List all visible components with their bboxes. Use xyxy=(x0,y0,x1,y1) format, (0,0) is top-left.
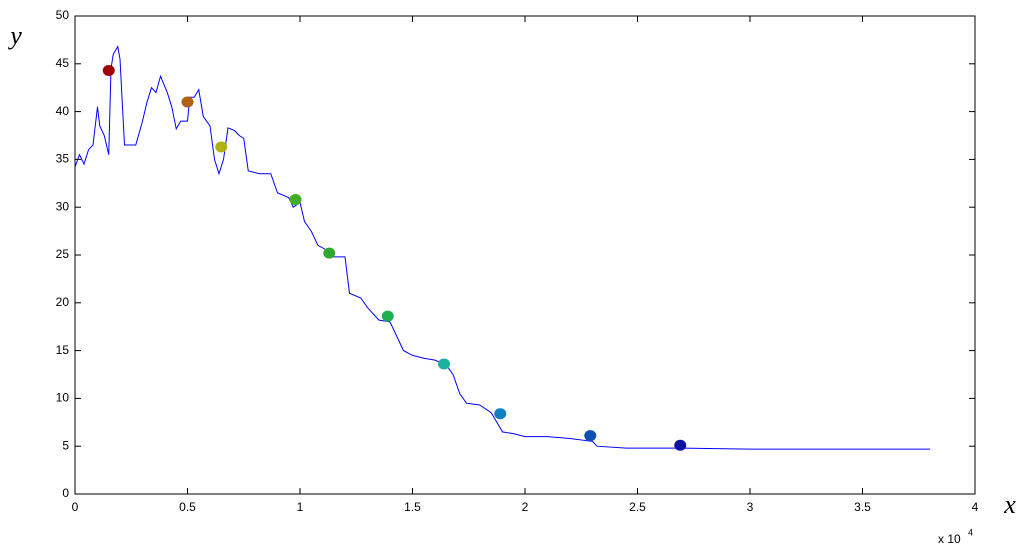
data-point xyxy=(181,96,194,108)
x-tick-label: 2.5 xyxy=(629,500,646,514)
data-point xyxy=(494,408,507,420)
data-point xyxy=(102,64,115,76)
y-tick-label: 0 xyxy=(62,486,69,500)
x-tick-label: 3.5 xyxy=(854,500,871,514)
data-point xyxy=(438,358,450,370)
plot-frame xyxy=(74,15,976,495)
data-point xyxy=(674,439,687,451)
y-tick-label: 5 xyxy=(62,438,69,452)
y-tick-label: 30 xyxy=(56,199,70,213)
x-tick-label: 3 xyxy=(747,500,754,514)
x-axis-label: x xyxy=(1003,490,1016,519)
x-tick-label: 2 xyxy=(522,500,529,514)
y-tick-label: 35 xyxy=(56,152,70,166)
y-tick-label: 25 xyxy=(56,247,70,261)
data-line xyxy=(74,45,930,450)
data-point xyxy=(381,310,394,322)
data-point xyxy=(584,430,597,442)
x-tick-label: 0.5 xyxy=(179,500,196,514)
x-tick-label: 1 xyxy=(297,500,304,514)
y-tick-label: 10 xyxy=(56,391,70,405)
y-tick-label: 20 xyxy=(56,295,70,309)
data-point xyxy=(323,247,336,259)
x-tick-label: 1.5 xyxy=(404,500,421,514)
data-point xyxy=(289,194,302,206)
y-tick-label: 50 xyxy=(56,8,70,22)
y-axis-label: y xyxy=(7,21,22,50)
x-offset-exponent: 4 xyxy=(968,527,973,537)
x-tick-label: 4 xyxy=(972,500,979,514)
data-point xyxy=(215,141,228,153)
y-tick-label: 15 xyxy=(56,343,70,357)
x-offset-text: x 10 xyxy=(938,532,961,546)
y-tick-label: 45 xyxy=(56,56,70,70)
x-tick-label: 0 xyxy=(72,500,79,514)
y-tick-label: 40 xyxy=(56,104,70,118)
